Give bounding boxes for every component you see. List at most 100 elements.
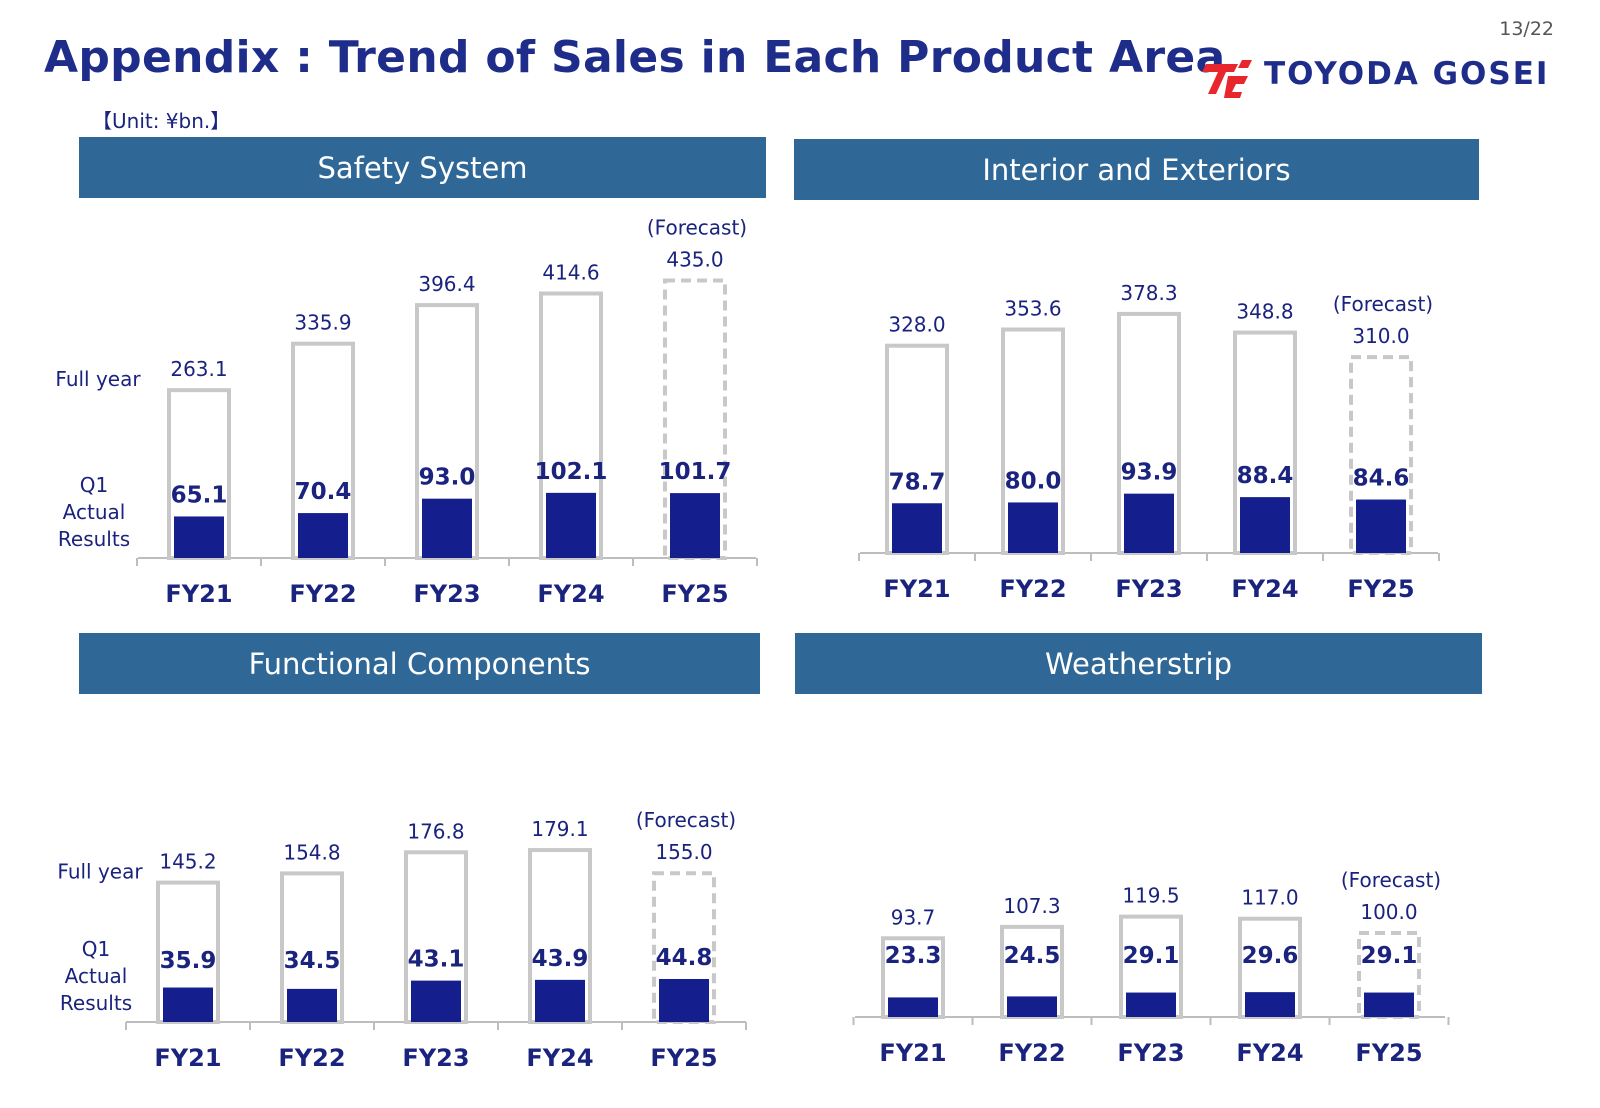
full-year-value-label: 179.1 [531,817,588,841]
category-label: FY25 [1347,575,1414,603]
q1-side-label: Q1 [82,937,110,961]
q1-value-label: 93.0 [419,465,476,491]
full-year-value-label: 348.8 [1236,300,1293,324]
panel-header-weatherstrip: Weatherstrip [795,633,1482,694]
category-label: FY25 [661,580,728,608]
full-year-bar [663,278,727,560]
forecast-label: (Forecast) [1341,868,1441,892]
chart-interior-exteriors: 328.0 78.7 FY21 353.6 80.0 FY22 378.3 93.9 FY23 3… [858,281,1440,603]
q1-bar [411,980,461,1022]
full-year-value-label: 100.0 [1360,900,1417,924]
q1-value-label: 23.3 [885,943,942,969]
full-year-value-label: 353.6 [1004,297,1061,321]
q1-bar [546,492,596,558]
q1-value-label: 93.9 [1121,460,1178,486]
q1-value-label: 84.6 [1353,466,1410,492]
full-year-value-label: 145.2 [159,850,216,874]
panel-header-safety-system: Safety System [79,137,766,198]
q1-side-label: Actual [65,964,128,988]
category-label: FY23 [1117,1039,1184,1067]
category-label: FY21 [883,575,950,603]
q1-bar [535,979,585,1022]
forecast-label: (Forecast) [1333,292,1433,316]
category-label: FY23 [1115,575,1182,603]
category-label: FY25 [1355,1039,1422,1067]
full-year-value-label: 107.3 [1003,894,1060,918]
q1-bar [1126,992,1176,1017]
q1-bar [422,498,472,558]
q1-bar [1245,992,1295,1017]
q1-value-label: 44.8 [656,945,713,971]
full-year-value-label: 414.6 [542,260,599,284]
q1-bar [659,978,709,1022]
q1-side-label: Results [60,991,132,1015]
q1-bar [670,493,720,558]
panel-header-interior-exteriors: Interior and Exteriors [794,139,1479,200]
q1-bar [1008,502,1058,553]
full-year-side-label: Full year [55,367,141,391]
full-year-value-label: 154.8 [283,840,340,864]
category-label: FY22 [999,575,1066,603]
page-number: 13/22 [1499,18,1554,40]
forecast-label: (Forecast) [647,215,747,239]
category-label: FY24 [526,1044,593,1072]
q1-value-label: 43.1 [408,947,465,973]
q1-value-label: 34.5 [284,948,341,974]
full-year-value-label: 378.3 [1120,281,1177,305]
full-year-side-label: Full year [57,860,143,884]
q1-bar [174,516,224,558]
q1-bar [892,503,942,553]
full-year-bar [652,871,716,1024]
category-label: FY21 [165,580,232,608]
q1-value-label: 29.6 [1242,943,1299,969]
full-year-value-label: 155.0 [655,840,712,864]
q1-bar [298,513,348,558]
full-year-value-label: 310.0 [1352,324,1409,348]
full-year-value-label: 396.4 [418,272,475,296]
category-label: FY23 [413,580,480,608]
q1-side-label: Actual [63,500,126,524]
chart-safety-system: 263.1 65.1 FY21 335.9 70.4 FY22 396.4 93.0 FY23 4… [55,215,758,608]
page-title: Appendix : Trend of Sales in Each Produc… [44,32,1226,83]
full-year-value-label: 435.0 [666,247,723,271]
q1-side-label: Results [58,527,130,551]
q1-value-label: 29.1 [1123,943,1180,969]
q1-value-label: 78.7 [889,469,946,495]
q1-bar [1007,996,1057,1017]
category-label: FY21 [154,1044,221,1072]
q1-value-label: 102.1 [535,459,608,485]
q1-bar [1240,497,1290,553]
q1-value-label: 65.1 [171,482,228,508]
q1-bar [163,987,213,1022]
chart-functional-components: 145.2 35.9 FY21 154.8 34.5 FY22 176.8 43.1 FY23 1… [57,808,747,1072]
q1-bar [888,997,938,1017]
q1-value-label: 29.1 [1361,943,1418,969]
q1-side-label: Q1 [80,473,108,497]
full-year-value-label: 263.1 [170,357,227,381]
q1-bar [287,988,337,1022]
full-year-value-label: 328.0 [888,313,945,337]
full-year-value-label: 93.7 [891,905,936,929]
q1-bar [1124,493,1174,553]
logo-text: TOYODA GOSEI [1264,56,1550,92]
q1-bar [1356,499,1406,553]
q1-value-label: 24.5 [1004,943,1061,969]
category-label: FY24 [1231,575,1298,603]
category-label: FY22 [278,1044,345,1072]
q1-value-label: 70.4 [295,479,352,505]
category-label: FY22 [998,1039,1065,1067]
full-year-value-label: 335.9 [294,311,351,335]
category-label: FY24 [537,580,604,608]
q1-value-label: 101.7 [659,459,732,485]
category-label: FY21 [879,1039,946,1067]
panel-header-functional-components: Functional Components [79,633,760,694]
q1-value-label: 80.0 [1005,468,1062,494]
q1-value-label: 43.9 [532,946,589,972]
chart-weatherstrip: 93.7 23.3 FY21 107.3 24.5 FY22 119.5 29.1 FY23 11… [852,868,1450,1067]
toyoda-gosei-logo-icon [1202,60,1252,98]
category-label: FY24 [1236,1039,1303,1067]
category-label: FY23 [402,1044,469,1072]
unit-label: 【Unit: ¥bn.】 [92,109,231,133]
q1-value-label: 35.9 [160,948,217,974]
category-label: FY22 [289,580,356,608]
